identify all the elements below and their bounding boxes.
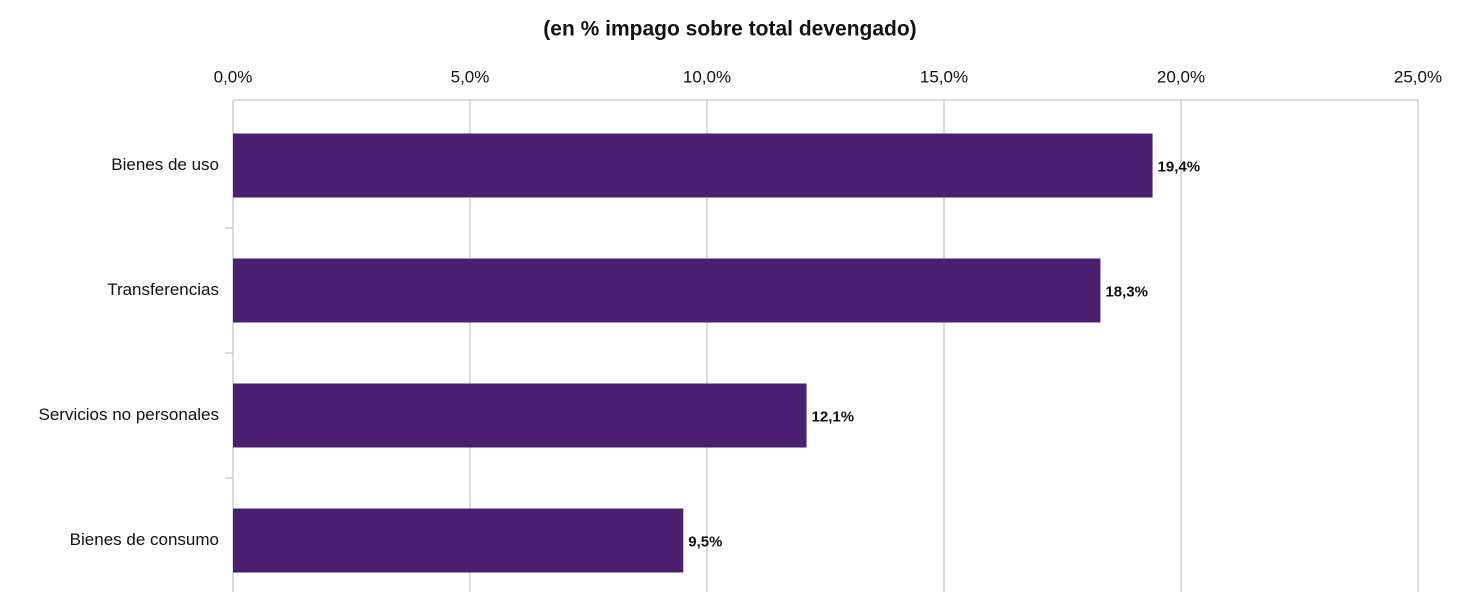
x-tick-label: 0,0% (214, 67, 253, 86)
y-tick-label: Bienes de consumo (70, 530, 219, 549)
x-tick-label: 20,0% (1157, 67, 1205, 86)
y-tick-label: Transferencias (107, 280, 219, 299)
bar (233, 508, 684, 573)
x-tick-label: 5,0% (451, 67, 490, 86)
y-tick-label: Servicios no personales (39, 405, 219, 424)
value-label: 18,3% (1105, 283, 1148, 300)
bar (233, 383, 807, 448)
value-label: 19,4% (1158, 158, 1201, 175)
bar (233, 258, 1101, 323)
y-tick-label: Bienes de uso (111, 155, 219, 174)
chart-title: (en % impago sobre total devengado) (543, 18, 916, 41)
x-tick-label: 25,0% (1394, 67, 1442, 86)
x-tick-label: 10,0% (683, 67, 731, 86)
value-label: 12,1% (812, 408, 855, 425)
x-tick-label: 15,0% (920, 67, 968, 86)
value-label: 9,5% (688, 533, 722, 550)
bar (233, 133, 1153, 198)
